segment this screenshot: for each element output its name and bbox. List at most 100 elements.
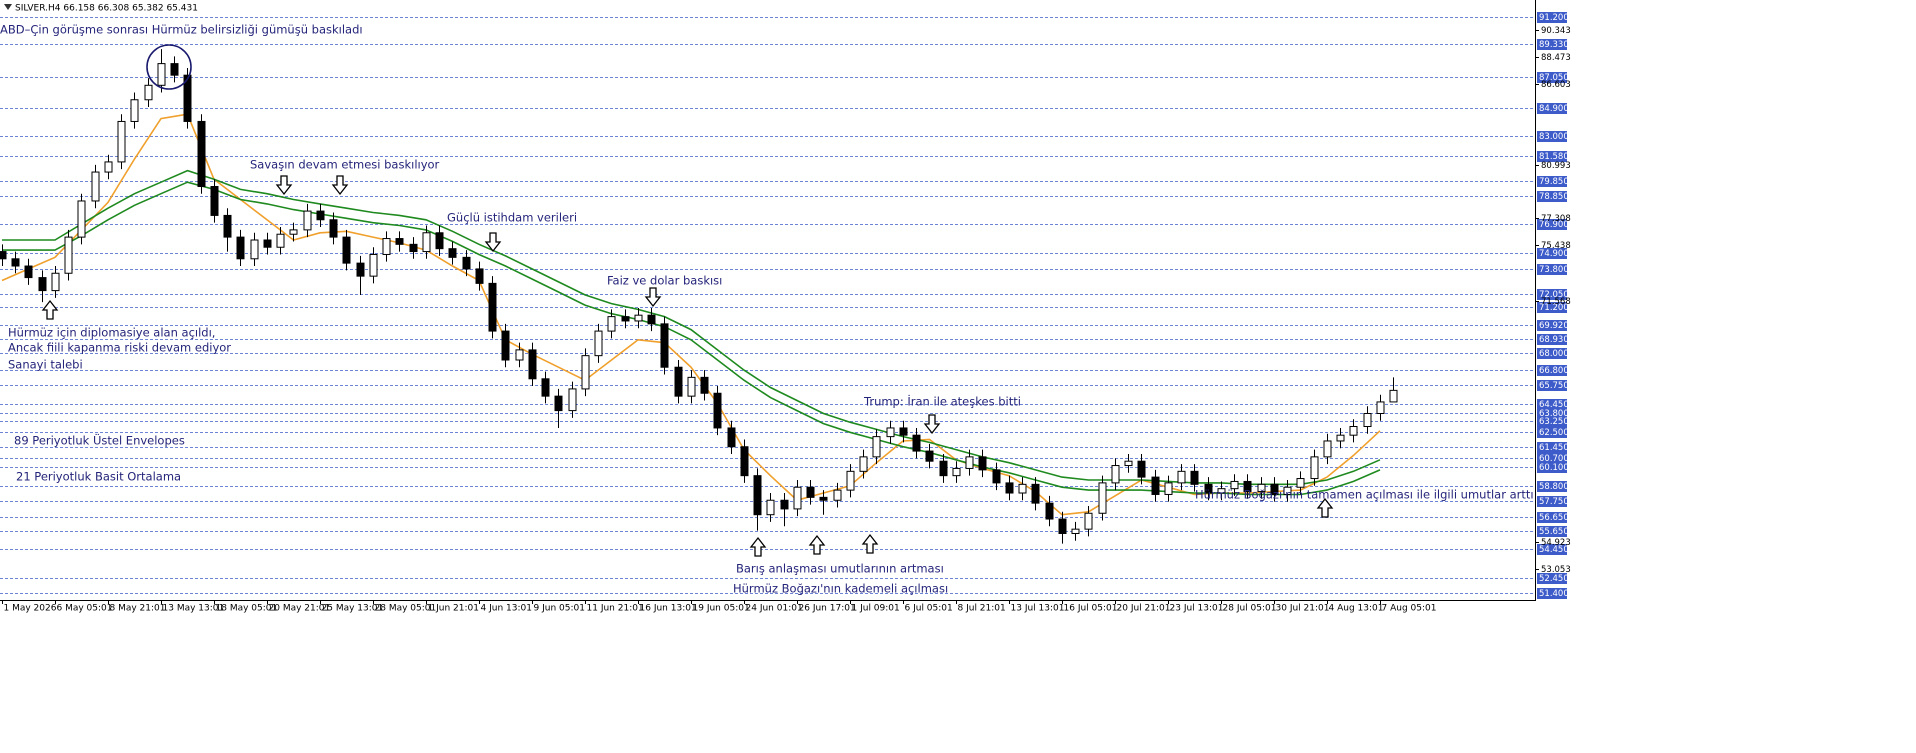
candle-body (64, 236, 73, 274)
x-tick-label: 19 Jun 05:01 (693, 604, 750, 614)
candle-body (1045, 502, 1054, 520)
candle-body (329, 219, 338, 238)
x-tick-label: 30 Jul 21:01 (1276, 604, 1330, 614)
candle-body (899, 427, 908, 436)
candle-body (833, 489, 842, 501)
candle-body (1217, 488, 1226, 494)
level-label-box (1537, 320, 1567, 331)
candle-body (475, 268, 484, 284)
y-tick-label: 88.473 (1541, 53, 1571, 63)
candle-body (1323, 440, 1332, 458)
candle-body (1124, 460, 1133, 467)
candle-body (859, 456, 868, 472)
annotation: Hürmüz için diplomasiye alan açıldı, (8, 326, 215, 340)
x-tick-label: 26 Jun 17:01 (799, 604, 856, 614)
annotation: Ancak fiili kapanma riski devam ediyor (8, 341, 231, 355)
candle-body (541, 378, 550, 397)
candle-body (1204, 483, 1213, 494)
level-label: 55.650 (1539, 527, 1569, 537)
level-label: 65.750 (1539, 381, 1569, 391)
candle-body (594, 330, 603, 357)
candle-body (144, 84, 153, 101)
candle-body (1151, 476, 1160, 495)
candle-body (647, 314, 656, 325)
arrow-down (331, 175, 349, 196)
level-label-box (1537, 399, 1567, 410)
level-label: 68.000 (1539, 349, 1569, 359)
candle-body (1031, 483, 1040, 504)
level-label-box (1537, 573, 1567, 584)
candle-body (263, 239, 272, 248)
x-tick-label: 8 May 21:01 (110, 604, 166, 614)
x-tick-label: 8 Jul 21:01 (958, 604, 1006, 614)
candle-body (528, 349, 537, 380)
candle-layer (0, 49, 1398, 544)
level-label-box (1537, 408, 1567, 419)
candle-body (435, 232, 444, 250)
candle-body (939, 460, 948, 477)
x-tick-label: 20 Jul 21:01 (1117, 604, 1171, 614)
indicator-line (2, 181, 1381, 496)
level-label-box (1537, 131, 1567, 142)
y-tick-label: 71.568 (1541, 297, 1571, 307)
candle-body (183, 74, 192, 122)
level-label: 61.450 (1539, 443, 1569, 453)
level-label-box (1537, 365, 1567, 376)
x-tick-label: 24 Jun 01:01 (746, 604, 803, 614)
level-label: 51.400 (1539, 589, 1569, 599)
candle-body (1164, 482, 1173, 495)
candle-body (1018, 483, 1027, 494)
level-label-box (1537, 496, 1567, 507)
candle-body (38, 277, 47, 292)
candle-body (488, 282, 497, 332)
candle-body (91, 171, 100, 202)
candle-body (422, 232, 431, 253)
candle-body (303, 210, 312, 231)
candle-body (515, 349, 524, 361)
candle-body (793, 486, 802, 510)
candle-body (1336, 434, 1345, 442)
candle-body (1111, 465, 1120, 484)
candle-body (1190, 470, 1199, 485)
indicator-label: 21 Periyotluk Basit Ortalama (16, 470, 181, 484)
x-tick-label: 11 Jun 21:01 (587, 604, 644, 614)
level-label-box (1537, 248, 1567, 259)
candle-body (753, 475, 762, 516)
level-label: 60.100 (1539, 463, 1569, 473)
level-label-box (1537, 348, 1567, 359)
arrow-up (41, 299, 59, 320)
candle-body (992, 469, 1001, 484)
x-tick-label: 25 May 13:01 (322, 604, 384, 614)
candle-body (660, 323, 669, 368)
level-label-box (1537, 12, 1567, 23)
level-label: 79.850 (1539, 177, 1569, 187)
arrow-up (1316, 497, 1334, 518)
level-label: 74.900 (1539, 249, 1569, 259)
candle-body (382, 238, 391, 255)
candle-body (51, 272, 60, 292)
x-tick-label: 9 Jun 05:01 (534, 604, 585, 614)
level-label-box (1537, 462, 1567, 473)
candle-body (740, 446, 749, 477)
level-label-box (1537, 380, 1567, 391)
candle-body (727, 427, 736, 448)
candle-body (1283, 486, 1292, 495)
level-label: 63.250 (1539, 417, 1569, 427)
candle-body (11, 258, 20, 267)
highlight-circle (146, 44, 192, 90)
candle-body (1058, 518, 1067, 534)
level-label-box (1537, 176, 1567, 187)
grid-layer (0, 17, 1535, 594)
level-label: 81.580 (1539, 152, 1569, 162)
candle-body (1376, 401, 1385, 414)
candle-body (687, 376, 696, 397)
indicator-label: 89 Periyotluk Üstel Envelopes (14, 432, 185, 448)
arrow-up (808, 534, 826, 555)
level-label: 57.750 (1539, 497, 1569, 507)
x-tick-label: 4 Aug 13:01 (1329, 604, 1384, 614)
candle-body (568, 388, 577, 412)
y-tick-label: 86.603 (1541, 80, 1571, 90)
level-label-box (1537, 289, 1567, 300)
